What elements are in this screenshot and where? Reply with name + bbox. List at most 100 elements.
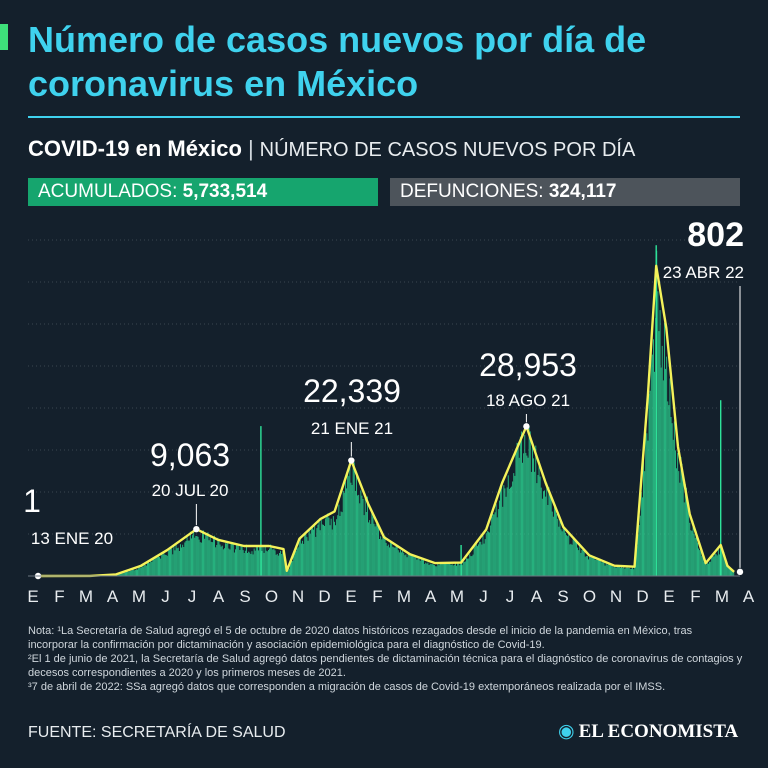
daily-bar xyxy=(299,538,301,576)
daily-bar xyxy=(129,569,131,576)
daily-bar xyxy=(547,505,549,576)
daily-bar xyxy=(708,563,709,576)
daily-bar xyxy=(172,554,174,576)
daily-bar xyxy=(139,566,141,576)
daily-bar xyxy=(449,563,451,576)
daily-bar xyxy=(438,565,440,576)
daily-bar xyxy=(689,522,691,576)
daily-bar xyxy=(301,543,302,576)
daily-bar xyxy=(160,558,162,576)
daily-bar xyxy=(405,554,407,576)
deaths-box: DEFUNCIONES: 324,117 xyxy=(390,178,740,206)
daily-bar xyxy=(660,367,662,576)
daily-bar xyxy=(605,563,607,576)
daily-bar xyxy=(416,559,418,576)
spike-bar xyxy=(720,400,722,576)
daily-bar xyxy=(610,564,611,576)
daily-bar xyxy=(239,550,241,576)
x-tick-label: M xyxy=(715,587,729,606)
daily-bar xyxy=(409,554,411,576)
daily-bar xyxy=(133,570,135,576)
daily-bar xyxy=(282,551,284,576)
daily-bar xyxy=(599,559,600,576)
daily-bar xyxy=(244,550,246,576)
daily-bar xyxy=(349,465,351,576)
daily-bar xyxy=(368,522,369,576)
daily-bar xyxy=(643,461,644,576)
daily-bar xyxy=(732,570,734,576)
daily-bar xyxy=(538,460,540,576)
x-tick-label: A xyxy=(743,587,755,606)
daily-bar xyxy=(306,537,308,576)
daily-bar xyxy=(483,543,485,576)
daily-bar xyxy=(556,514,558,576)
daily-bar xyxy=(634,566,636,576)
daily-bar xyxy=(715,554,717,576)
daily-bar xyxy=(152,558,154,576)
daily-bar xyxy=(574,540,576,576)
daily-bar xyxy=(678,471,680,576)
daily-bar xyxy=(156,556,158,576)
daily-bar xyxy=(712,555,714,576)
daily-bar xyxy=(154,558,156,576)
daily-bar xyxy=(401,552,402,576)
daily-bar xyxy=(479,541,481,576)
daily-bar xyxy=(269,548,270,576)
daily-bar xyxy=(616,566,618,576)
daily-bar xyxy=(398,552,400,576)
daily-bar xyxy=(148,562,149,576)
daily-bar xyxy=(425,562,427,576)
daily-bar xyxy=(314,523,316,576)
daily-bar xyxy=(579,544,581,576)
spike-bar xyxy=(260,426,262,576)
daily-bar xyxy=(406,557,408,576)
daily-bar xyxy=(537,475,539,576)
daily-bar xyxy=(448,563,450,576)
daily-bar xyxy=(144,565,146,576)
daily-bar xyxy=(530,471,532,576)
daily-bar xyxy=(680,457,682,576)
x-tick-label: E xyxy=(663,587,674,606)
daily-bar xyxy=(310,528,312,576)
daily-bar xyxy=(312,528,313,576)
daily-bar xyxy=(435,566,437,576)
annotation-dot xyxy=(736,568,744,576)
x-tick-label: F xyxy=(372,587,382,606)
x-tick-label: A xyxy=(425,587,437,606)
daily-bar xyxy=(408,552,410,576)
daily-bar xyxy=(136,569,137,576)
page-title: Número de casos nuevos por día de corona… xyxy=(28,19,647,104)
daily-bar xyxy=(162,554,164,576)
daily-bar xyxy=(141,566,143,576)
daily-bar xyxy=(654,371,655,576)
daily-bar xyxy=(293,553,295,576)
daily-bar xyxy=(489,532,490,576)
daily-bar xyxy=(453,564,455,576)
daily-bar xyxy=(150,559,152,576)
daily-bar xyxy=(622,567,624,576)
daily-bar xyxy=(128,571,130,576)
daily-bar xyxy=(473,544,475,576)
daily-bar xyxy=(600,558,602,576)
daily-bar xyxy=(523,453,525,576)
daily-bar xyxy=(229,549,231,576)
daily-bar xyxy=(178,551,180,576)
daily-bar xyxy=(137,569,138,576)
daily-bar xyxy=(462,560,464,576)
x-tick-label: D xyxy=(636,587,648,606)
daily-bar xyxy=(710,561,712,576)
daily-bar xyxy=(572,537,574,576)
daily-bar xyxy=(319,530,321,576)
daily-bar xyxy=(253,548,255,576)
daily-bar xyxy=(482,533,484,576)
daily-bar xyxy=(317,524,319,576)
daily-bar xyxy=(225,543,226,576)
x-tick-label: A xyxy=(531,587,543,606)
daily-bar xyxy=(226,543,228,576)
daily-bar xyxy=(474,542,476,576)
daily-bar xyxy=(167,549,169,576)
daily-bar xyxy=(307,540,309,576)
daily-bar xyxy=(563,527,565,576)
daily-bar xyxy=(730,567,731,576)
daily-bar xyxy=(594,559,596,576)
